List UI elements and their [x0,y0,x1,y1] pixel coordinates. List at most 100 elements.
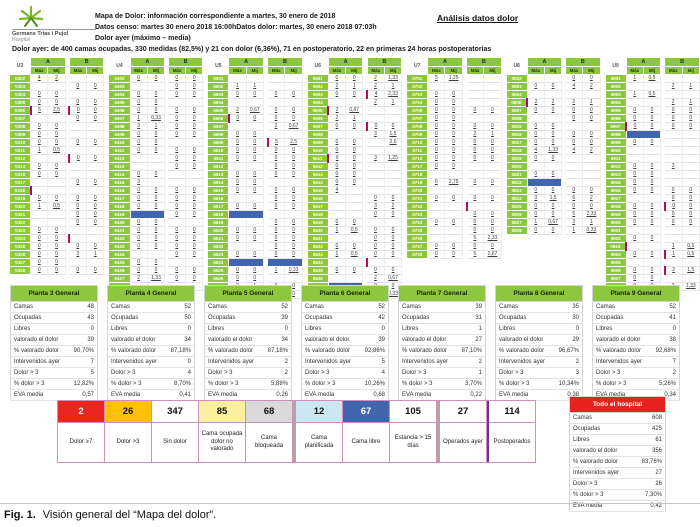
pain-cell [367,170,385,179]
pain-cell [69,258,88,267]
pain-cell: 0 [86,242,105,251]
pain-value: 5 [473,251,477,257]
pain-value: 0 [76,139,80,145]
pain-value: 0 [137,91,141,97]
stat-label: EVA media [398,389,442,401]
pain-cell: 0 [185,242,204,251]
pain-value: 1 [154,123,158,129]
pain-cell: 2 [367,74,385,83]
pain-value: 0 [192,235,196,241]
pain-value: 0 [175,83,179,89]
pain-cell: 0 [185,130,204,139]
mean-header: Mij [86,66,105,75]
pain-value: 2 [391,203,395,209]
pain-cell: 0 [246,178,264,187]
pain-cell: 0 [86,210,105,219]
stat-row: Libres 0 [107,323,195,335]
pain-value: 0 [236,147,239,153]
pain-cell: 0 [427,242,446,251]
pain-cell: 0 [130,202,148,211]
stat-label: Dolor > 3 [569,478,618,490]
room-row: 0719 6 2,75 0 0 [407,178,502,187]
room-label: 0525 [208,266,230,275]
stat-row: EVA media 0,68 [301,389,389,401]
wing-b-header: B [68,57,105,67]
pain-value: 0 [55,171,58,177]
legend-item: 68 Cama bloqueada [246,401,293,462]
pain-cell: 0 [130,106,148,115]
room-label: 0907 [605,122,627,131]
pain-cell [345,274,364,283]
pain-value: 0 [93,99,97,105]
pain-cell: 0 [185,82,204,91]
pain-cell: 0,5 [345,226,364,235]
pain-cell [367,162,385,171]
stat-value: 31 [442,312,486,324]
room-row: 0904 2 1 [605,98,700,107]
logo-subtitle: Hospital [12,37,31,43]
pain-value: 1 [671,243,675,249]
room-row: 0623 1 0,5 0 0 [307,250,403,259]
pain-cell: 2 [582,82,601,91]
stat-value: 2 [248,356,292,368]
pain-cell: 0 [444,154,463,163]
pain-value: 0 [391,267,395,273]
pain-cell [328,258,347,267]
pain-cell: 0 [565,114,584,123]
pain-value: 0 [93,203,97,209]
pain-cell: 0 [69,202,88,211]
pain-cell: 0 [284,114,303,123]
room-label: 0409 [109,130,131,139]
room-row: 0405 0 0 [109,98,204,107]
pain-cell [267,130,286,139]
pain-cell: 0 [47,170,66,179]
pain-value: 2,75 [448,179,459,185]
pain-cell: 0 [168,106,187,115]
pain-value: 0 [236,131,239,137]
pain-value: 0 [236,227,239,233]
stat-value: 83,76% [617,456,666,468]
pain-value: 0 [253,187,257,193]
pain-cell: 1,5 [384,130,403,139]
stat-label: Ocupadas [301,312,345,324]
pain-cell: 0 [86,154,105,163]
pain-value: 2,33 [586,211,597,217]
pain-value: 0 [274,171,278,177]
pain-cell: 0 [185,266,204,275]
pain-cell [384,258,403,267]
pain-value: 0 [650,163,654,169]
room-row: 0319 0 0 0 0 [10,194,105,203]
pain-value: 0 [253,235,257,241]
room-label: 0309 [10,130,32,139]
room-label: 0711 [407,146,429,155]
pain-cell: 5 [266,138,286,147]
pain-cell [427,82,446,91]
unit-u6: U6 A B Máx Mij Máx Mij 0601 0 0 2 1,33 0602 2 1 2 1 0603 0… [307,57,403,299]
pain-cell [626,146,644,155]
pain-value: 0 [154,147,158,153]
pain-cell: 0 [185,234,204,243]
pain-cell: 0 [345,138,364,147]
pain-cell: 0 [69,178,88,187]
stat-value: 0 [54,323,98,335]
pain-cell: 2 [267,122,286,131]
pain-cell: 3 [565,218,584,227]
pain-cell: 0 [47,258,66,267]
legend-count: 12 [296,401,342,423]
pain-cell: 0 [345,218,364,227]
pain-value: 1 [689,99,693,105]
legend-count: 347 [152,401,198,423]
pain-value: 2,33 [487,235,498,241]
pain-cell: 0 [643,202,662,211]
pain-cell: 0 [228,138,247,147]
pain-cell: 0 [30,194,49,203]
pain-value: 0 [374,227,377,233]
pain-cell: 2 [367,82,385,91]
pain-value: 2 [335,83,339,89]
pain-value: 4 [534,147,538,153]
pain-cell [527,162,545,171]
pain-cell: 0 [267,202,286,211]
room-label: 0522 [208,242,230,251]
stat-label: Camas [301,301,345,313]
stat-row: % valorado dolor 87,18% [107,345,195,357]
